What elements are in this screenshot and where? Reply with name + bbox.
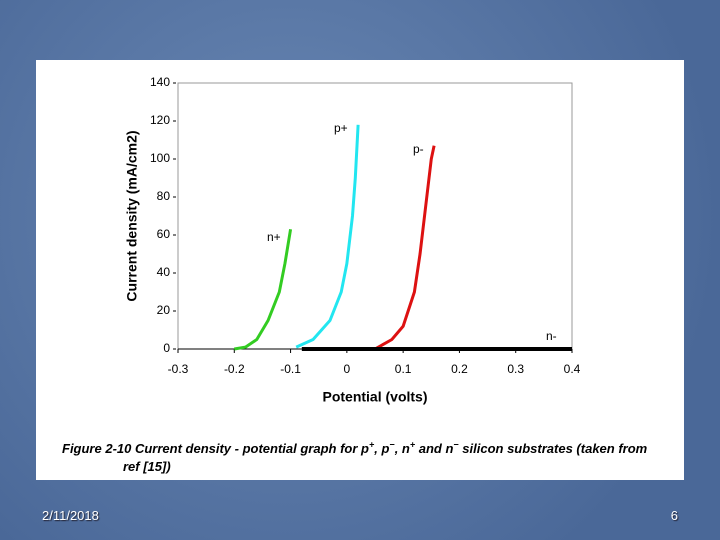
caption: Figure 2-10 Current density - potential … (62, 440, 662, 476)
x-tick-label: 0.4 (564, 362, 581, 376)
y-tick-label: 80 (157, 189, 171, 203)
caption-part: − (453, 439, 459, 450)
series-line (234, 229, 293, 351)
x-tick-label: -0.2 (224, 362, 245, 376)
caption-part: + (368, 439, 375, 450)
series-label: p+ (334, 121, 348, 135)
x-axis-label: Potential (volts) (322, 389, 427, 405)
caption-part: , n (394, 441, 410, 456)
x-tick-label: 0.1 (395, 362, 412, 376)
footer-date: 2/11/2018 (42, 508, 99, 523)
x-tick-label: 0 (344, 362, 351, 376)
caption-part: + (409, 439, 416, 450)
panel (36, 60, 684, 480)
x-tick-label: -0.1 (280, 362, 301, 376)
y-tick-label: 120 (150, 113, 170, 127)
caption-part: and n (415, 441, 454, 456)
page-number: 6 (670, 508, 678, 523)
y-tick-label: 40 (157, 265, 171, 279)
x-tick-label: 0.3 (507, 362, 524, 376)
series-label: n- (546, 329, 557, 343)
series-label: p- (413, 142, 424, 156)
y-axis-label: Current density (mA/cm2) (124, 130, 140, 301)
x-tick-label: -0.3 (168, 362, 189, 376)
y-tick-label: 60 (157, 227, 171, 241)
plot-frame (177, 82, 573, 350)
x-tick-label: 0.2 (451, 362, 468, 376)
caption-part: , p (374, 441, 390, 456)
series-line (374, 145, 436, 351)
caption-part: Figure 2-10 Current density - potential … (62, 441, 369, 456)
series-line (295, 124, 360, 349)
caption-part: − (389, 439, 395, 450)
y-tick-label: 100 (150, 151, 170, 165)
y-tick-label: 140 (150, 75, 170, 89)
y-tick-label: 0 (163, 341, 170, 355)
caption-part: silicon substrates (taken from ref [15]) (123, 441, 648, 474)
y-tick-label: 20 (157, 303, 171, 317)
series-label: n+ (267, 230, 281, 244)
